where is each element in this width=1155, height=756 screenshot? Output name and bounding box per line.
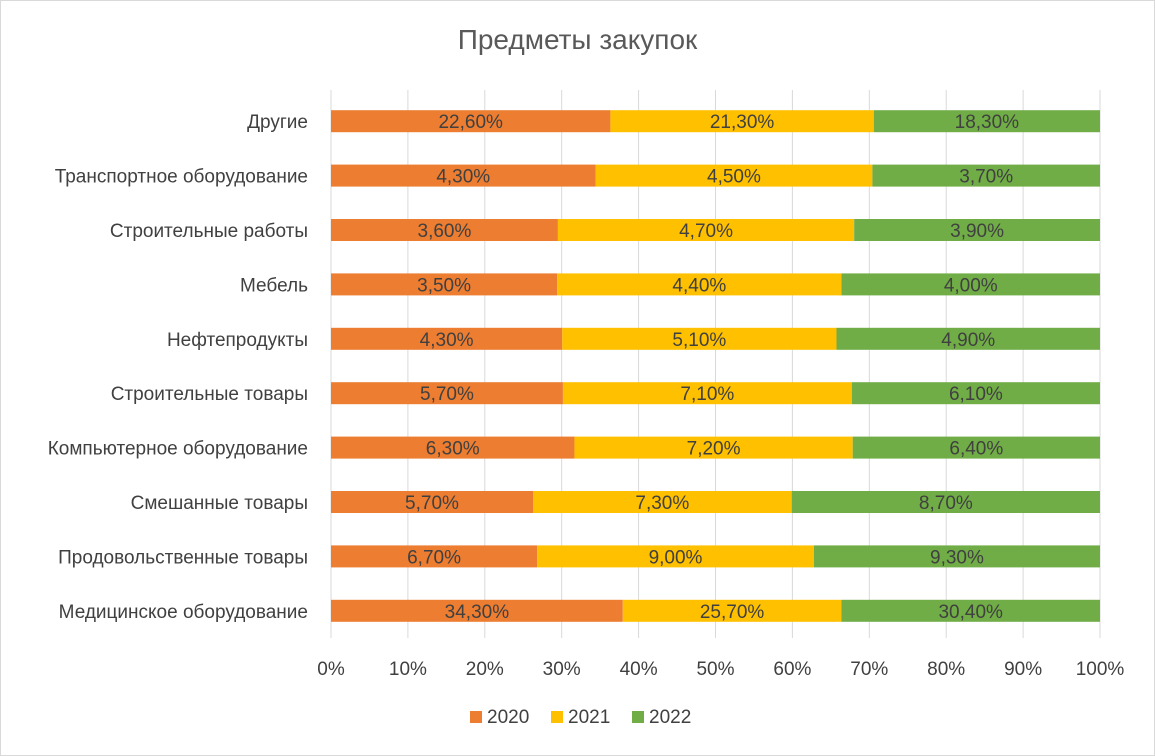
data-label: 7,20% (687, 439, 741, 460)
bar-segment-2022 (836, 327, 1100, 350)
data-label: 4,90% (941, 330, 995, 351)
data-label: 25,70% (700, 602, 765, 623)
bar-segment-2022 (813, 545, 1100, 568)
x-tick-label: 70% (850, 659, 888, 680)
data-label: 22,60% (438, 112, 503, 133)
bar-segment-2020 (331, 599, 623, 622)
x-tick-label: 20% (466, 659, 504, 680)
bar-segment-2020 (331, 545, 538, 568)
bar-segment-2021 (595, 164, 873, 187)
data-label: 6,70% (407, 547, 461, 568)
category-label: Другие (247, 112, 308, 133)
chart-title: Предметы закупок (457, 24, 698, 55)
bar-segment-2020 (331, 273, 558, 296)
data-label: 5,70% (420, 384, 474, 405)
x-tick-label: 80% (927, 659, 965, 680)
data-label: 18,30% (955, 112, 1020, 133)
legend-label: 2022 (649, 707, 691, 728)
data-label: 3,90% (950, 221, 1004, 242)
data-label: 3,70% (959, 167, 1013, 188)
category-label: Смешанные товары (131, 493, 308, 514)
legend-swatch (551, 711, 563, 723)
x-tick-label: 30% (543, 659, 581, 680)
bar-segment-2020 (331, 327, 563, 350)
legend-label: 2021 (568, 707, 610, 728)
x-tick-label: 90% (1004, 659, 1042, 680)
bar-segment-2020 (331, 219, 558, 241)
data-label: 9,00% (649, 547, 703, 568)
bar-segment-2021 (562, 382, 852, 405)
data-label: 4,30% (436, 167, 490, 188)
x-tick-label: 60% (773, 659, 811, 680)
data-label: 4,30% (420, 330, 474, 351)
x-tick-label: 0% (317, 659, 345, 680)
category-label: Продовольственные товары (58, 547, 308, 568)
bar-segment-2022 (841, 273, 1100, 296)
data-label: 7,10% (680, 384, 734, 405)
data-label: 21,30% (710, 112, 775, 133)
data-label: 3,60% (418, 221, 472, 242)
bar-segment-2022 (854, 219, 1100, 241)
category-label: Компьютерное оборудование (48, 439, 308, 460)
data-label: 6,10% (949, 384, 1003, 405)
data-label: 9,30% (930, 547, 984, 568)
bar-segment-2021 (574, 436, 853, 459)
category-label: Строительные работы (110, 221, 308, 242)
data-label: 34,30% (445, 602, 510, 623)
x-tick-label: 50% (696, 659, 734, 680)
bar-segment-2020 (331, 436, 575, 459)
bar-segment-2022 (852, 436, 1100, 459)
bar-segment-2021 (622, 599, 842, 622)
x-tick-label: 100% (1076, 659, 1125, 680)
data-label: 3,50% (417, 275, 471, 296)
bar-segment-2022 (872, 164, 1100, 187)
bar-segment-2020 (331, 164, 596, 187)
bar-segment-2021 (610, 110, 874, 133)
legend-swatch (470, 711, 482, 723)
bar-segment-2020 (331, 110, 611, 133)
data-label: 6,30% (426, 439, 480, 460)
legend-label: 2020 (487, 707, 529, 728)
bar-segment-2022 (841, 599, 1100, 622)
category-label: Транспортное оборудование (55, 167, 308, 188)
bar-segment-2021 (557, 219, 855, 241)
category-label: Медицинское оборудование (59, 602, 308, 623)
data-label: 6,40% (949, 439, 1003, 460)
bar-segment-2021 (557, 273, 842, 296)
bar-segment-2022 (851, 382, 1100, 405)
legend-swatch (632, 711, 644, 723)
bar-segment-2022 (791, 491, 1100, 513)
bar-segment-2020 (331, 491, 533, 513)
data-label: 4,00% (944, 275, 998, 296)
data-label: 5,70% (405, 493, 459, 514)
data-label: 4,40% (672, 275, 726, 296)
bar-segment-2020 (331, 382, 563, 405)
category-label: Строительные товары (111, 384, 308, 405)
category-label: Мебель (240, 275, 308, 296)
data-label: 5,10% (672, 330, 726, 351)
data-label: 30,40% (938, 602, 1003, 623)
bar-segment-2022 (873, 110, 1100, 133)
category-label: Нефтепродукты (167, 330, 308, 351)
data-label: 4,50% (707, 167, 761, 188)
bar-segment-2021 (532, 491, 792, 513)
data-label: 4,70% (679, 221, 733, 242)
data-label: 7,30% (635, 493, 689, 514)
bar-segment-2021 (537, 545, 814, 568)
x-tick-label: 10% (389, 659, 427, 680)
bar-segment-2021 (562, 327, 837, 350)
x-tick-label: 40% (620, 659, 658, 680)
data-label: 8,70% (919, 493, 973, 514)
